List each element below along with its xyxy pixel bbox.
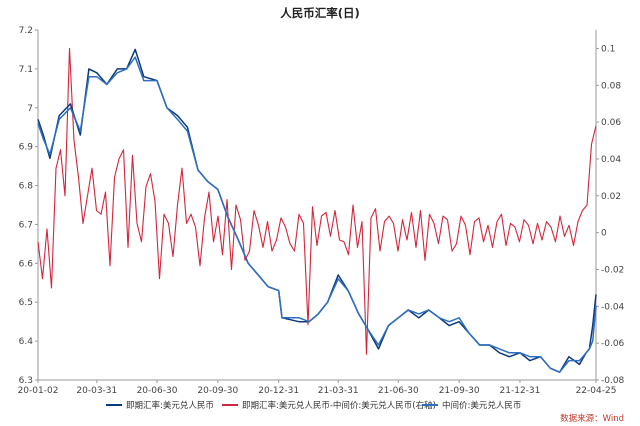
x-tick-label: 21-03-31 bbox=[318, 386, 359, 396]
left-tick-label: 6.5 bbox=[19, 298, 33, 308]
left-tick-label: 6.3 bbox=[19, 376, 33, 386]
right-tick-label: -0.02 bbox=[601, 265, 624, 275]
axes bbox=[37, 30, 597, 381]
x-tick-label: 21-06-30 bbox=[378, 386, 419, 396]
right-tick-label: -0.06 bbox=[601, 339, 625, 349]
right-axis-ticks: -0.08 -0.06 -0.04 -0.02 0 0.02 0.04 0.06 0.08 0.1 bbox=[596, 44, 625, 386]
right-tick-label: 0.08 bbox=[601, 81, 621, 91]
right-tick-label: 0.06 bbox=[601, 118, 621, 128]
left-tick-label: 6.4 bbox=[19, 337, 34, 347]
series-line-spot-rate bbox=[37, 48, 597, 373]
series-line-spread bbox=[37, 47, 597, 355]
right-tick-label: 0.1 bbox=[601, 44, 615, 54]
data-source-label: 数据来源：Wind bbox=[560, 413, 624, 424]
legend: 即期汇率:美元兑人民币 即期汇率:美元兑人民币-中间价:美元兑人民币(右轴) 中… bbox=[106, 400, 521, 411]
x-tick-label: 20-03-31 bbox=[76, 386, 117, 396]
left-tick-label: 6.7 bbox=[19, 220, 33, 230]
left-tick-label: 7.2 bbox=[19, 26, 33, 36]
left-axis-ticks: 6.3 6.4 6.5 6.6 6.7 6.8 6.9 7 7.1 7.2 bbox=[19, 26, 38, 386]
series-line-central-parity bbox=[37, 56, 597, 373]
x-tick-label: 21-12-31 bbox=[500, 386, 541, 396]
x-tick-label: 20-12-31 bbox=[258, 386, 299, 396]
x-axis-ticks: 20-01-02 20-03-31 20-06-30 20-09-30 20-12-31… bbox=[18, 380, 617, 396]
right-tick-label: -0.08 bbox=[601, 376, 625, 386]
left-tick-label: 7.1 bbox=[19, 65, 33, 75]
right-tick-label: -0.04 bbox=[601, 302, 625, 312]
legend-label-spread: 即期汇率:美元兑人民币-中间价:美元兑人民币(右轴) bbox=[242, 400, 436, 411]
left-tick-label: 6.8 bbox=[19, 182, 34, 192]
right-tick-label: 0.02 bbox=[601, 192, 621, 202]
legend-label-spot-rate: 即期汇率:美元兑人民币 bbox=[126, 400, 214, 411]
left-tick-label: 7 bbox=[27, 104, 33, 114]
chart-title: 人民币汇率(日) bbox=[280, 6, 360, 20]
right-tick-label: 0.04 bbox=[601, 155, 621, 165]
x-tick-label: 22-04-25 bbox=[576, 386, 617, 396]
left-tick-label: 6.6 bbox=[19, 259, 34, 269]
x-tick-label: 20-06-30 bbox=[137, 386, 178, 396]
left-tick-label: 6.9 bbox=[19, 143, 34, 153]
x-tick-label: 20-09-30 bbox=[197, 386, 238, 396]
series-layer bbox=[37, 47, 597, 373]
x-tick-label: 21-09-30 bbox=[439, 386, 480, 396]
x-tick-label: 20-01-02 bbox=[18, 386, 59, 396]
legend-label-central-parity: 中间价:美元兑人民币 bbox=[442, 400, 521, 411]
right-tick-label: 0 bbox=[601, 229, 607, 239]
